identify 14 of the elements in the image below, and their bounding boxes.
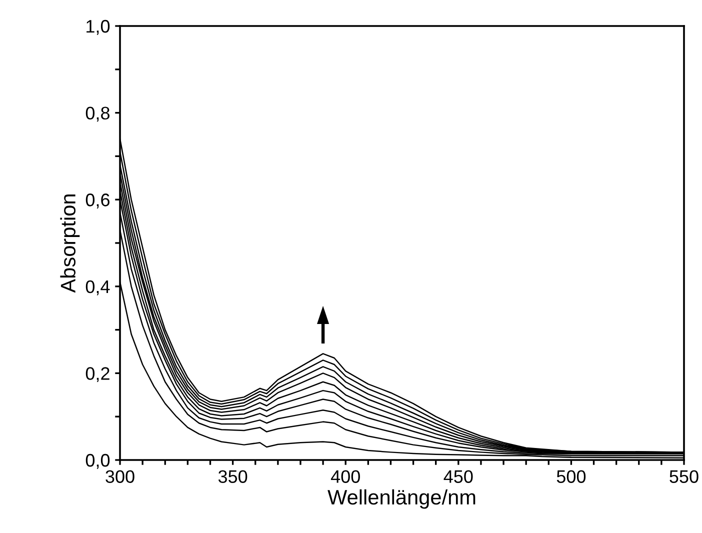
y-tick-label: 0,6 (86, 194, 110, 208)
x-tick-label: 400 (330, 470, 360, 483)
x-axis-title: Wellenlänge/nm (328, 489, 476, 509)
y-tick-label: 0,4 (86, 280, 110, 296)
y-axis-title: Absorption (60, 194, 80, 293)
x-tick-label: 300 (106, 470, 134, 483)
x-tick-label: 500 (556, 470, 586, 483)
y-tick-label: 0,2 (86, 367, 110, 382)
x-tick-label: 550 (670, 470, 698, 483)
y-tick-label: 0,8 (86, 106, 110, 122)
x-tick-label: 450 (444, 470, 473, 483)
y-tick-label: 0,0 (86, 454, 110, 469)
x-tick-label: 350 (218, 470, 248, 483)
y-tick-label: 1,0 (86, 20, 110, 35)
